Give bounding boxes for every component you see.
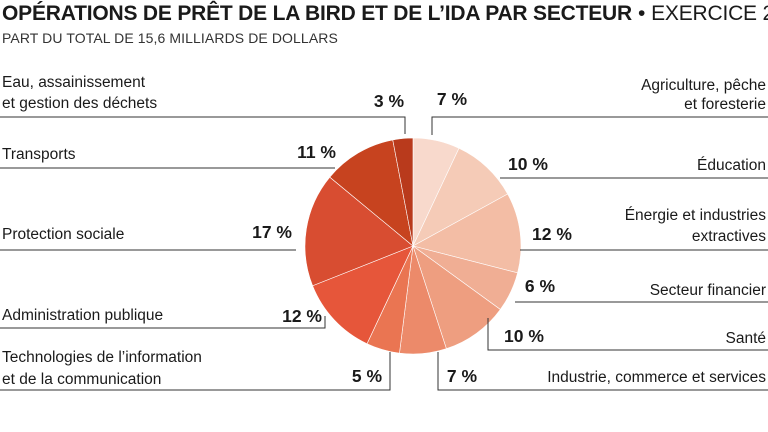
slice-value-transports: 11 % [297, 142, 336, 162]
slice-label-sante: Santé [725, 330, 766, 347]
slice-value-secteur-financier: 6 % [525, 276, 556, 296]
slice-label-eau-assainissement-et-gestion-des-dechets-line-2: et gestion des déchets [2, 95, 157, 112]
slice-value-protection-sociale: 17 % [252, 222, 292, 242]
leader-line-administration-publique [0, 316, 326, 329]
chart-subtitle: PART DU TOTAL DE 15,6 MILLIARDS DE DOLLA… [2, 30, 338, 46]
slice-value-energie-et-industries-extractives: 12 % [532, 224, 572, 244]
leader-line-eau-assainissement-et-gestion-des-dechets [0, 116, 406, 134]
slice-label-education: Éducation [697, 157, 766, 174]
pie-slice-protection-sociale [304, 176, 414, 287]
slice-label-agriculture-peche-et-foresterie-line-1: Agriculture, pêche [641, 77, 766, 94]
slice-label-energie-et-industries-extractives-line-1: Énergie et industries [625, 207, 767, 224]
title-period: EXERCICE 21 [651, 2, 768, 25]
slice-label-transports: Transports [2, 146, 76, 163]
slice-value-eau-assainissement-et-gestion-des-dechets: 3 % [374, 91, 405, 111]
pie-slice-eau-assainissement-et-gestion-des-dechets [392, 137, 414, 247]
title-main: OPÉRATIONS DE PRÊT DE LA BIRD ET DE L’ID… [2, 2, 632, 25]
slice-label-agriculture-peche-et-foresterie-line-2: et foresterie [684, 96, 766, 113]
leader-line-agriculture-peche-et-foresterie [431, 116, 768, 135]
slice-label-technologies-de-l-information-et-de-la-communication-line-2: et de la communication [2, 371, 161, 388]
slice-label-energie-et-industries-extractives-line-2: extractives [692, 228, 766, 245]
pie-slice-administration-publique [312, 245, 414, 345]
title-separator: • [637, 2, 646, 25]
slice-label-industrie-commerce-et-services: Industrie, commerce et services [547, 369, 766, 386]
slice-value-industrie-commerce-et-services: 7 % [447, 366, 478, 386]
slice-label-technologies-de-l-information-et-de-la-communication-line-1: Technologies de l’information [2, 349, 202, 366]
slice-value-sante: 10 % [504, 326, 544, 346]
leader-line-technologies-de-l-information-et-de-la-communication [0, 352, 391, 391]
slice-label-secteur-financier: Secteur financier [650, 282, 766, 299]
slice-value-technologies-de-l-information-et-de-la-communication: 5 % [352, 366, 383, 386]
slice-value-education: 10 % [508, 154, 548, 174]
pie-slice-transports [329, 139, 414, 247]
slice-label-administration-publique: Administration publique [2, 307, 163, 324]
pie-slice-energie-et-industries-extractives [412, 193, 522, 274]
slice-value-agriculture-peche-et-foresterie: 7 % [437, 89, 468, 109]
slice-labels: Agriculture, pêche et foresterie 7 % Éducat… [2, 74, 766, 388]
slice-value-administration-publique: 12 % [282, 306, 322, 326]
leader-line-industrie-commerce-et-services [437, 352, 768, 391]
pie-slices [304, 137, 522, 355]
chart-title: OPÉRATIONS DE PRÊT DE LA BIRD ET DE L’ID… [2, 2, 768, 26]
slice-label-eau-assainissement-et-gestion-des-dechets-line-1: Eau, assainissement [2, 74, 146, 91]
leader-line-sante [487, 318, 768, 351]
slice-label-protection-sociale: Protection sociale [2, 226, 124, 243]
leader-lines [0, 116, 768, 391]
